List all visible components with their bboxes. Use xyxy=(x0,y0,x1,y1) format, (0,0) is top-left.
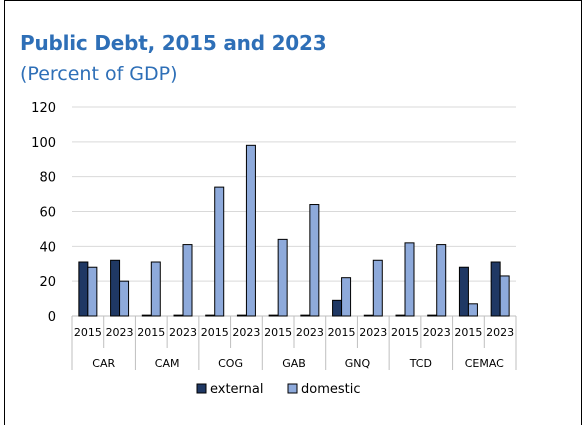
bar-external-CAM-2023 xyxy=(173,314,184,317)
year-tick-label: 2023 xyxy=(423,326,451,339)
bar-external-CEMAC-2015 xyxy=(458,266,469,317)
bar-domestic-GAB-2015 xyxy=(277,238,288,317)
year-tick-label: 2015 xyxy=(264,326,292,339)
bar-domestic-CAM-2023 xyxy=(182,244,193,317)
bar-domestic-TCD-2015 xyxy=(404,242,415,317)
year-tick-label: 2023 xyxy=(359,326,387,339)
bar-external-GNQ-2023 xyxy=(363,314,374,317)
y-tick-label: 60 xyxy=(39,206,56,221)
bar-domestic-GNQ-2023 xyxy=(372,259,383,317)
year-tick-label: 2015 xyxy=(391,326,419,339)
bar-external-TCD-2015 xyxy=(395,314,406,317)
legend-label-external: external xyxy=(210,382,264,397)
y-tick-label: 40 xyxy=(39,240,56,255)
year-tick-label: 2023 xyxy=(106,326,134,339)
bar-external-GAB-2023 xyxy=(300,314,311,317)
group-label-car: CAR xyxy=(92,357,115,370)
bar-external-CAM-2015 xyxy=(141,314,152,317)
bar-external-TCD-2023 xyxy=(427,314,438,317)
group-label-cam: CAM xyxy=(155,357,180,370)
bar-external-GAB-2015 xyxy=(268,314,279,317)
legend-swatch-domestic xyxy=(287,383,298,394)
bar-domestic-COG-2023 xyxy=(245,144,256,317)
chart-frame xyxy=(4,0,582,425)
group-label-cog: COG xyxy=(218,357,243,370)
bar-domestic-GNQ-2015 xyxy=(341,277,352,317)
bar-domestic-TCD-2023 xyxy=(436,244,447,317)
group-label-tcd: TCD xyxy=(409,357,432,370)
group-label-gnq: GNQ xyxy=(345,357,371,370)
bar-external-CAR-2023 xyxy=(110,259,121,317)
bar-domestic-CEMAC-2023 xyxy=(499,275,510,317)
year-tick-label: 2023 xyxy=(232,326,260,339)
chart-subtitle: (Percent of GDP) xyxy=(20,63,178,85)
year-tick-label: 2015 xyxy=(137,326,165,339)
bar-external-COG-2015 xyxy=(205,314,216,317)
year-tick-label: 2015 xyxy=(454,326,482,339)
year-tick-label: 2023 xyxy=(296,326,324,339)
bar-domestic-COG-2015 xyxy=(214,186,225,317)
bar-domestic-CEMAC-2015 xyxy=(467,303,478,317)
frame-top-border xyxy=(4,0,582,1)
bar-external-COG-2023 xyxy=(236,314,247,317)
year-tick-label: 2015 xyxy=(74,326,102,339)
bar-external-CAR-2015 xyxy=(78,261,89,317)
group-label-gab: GAB xyxy=(282,357,306,370)
bar-domestic-CAR-2023 xyxy=(119,280,130,317)
y-tick-label: 20 xyxy=(39,275,56,290)
y-tick-label: 0 xyxy=(48,310,56,325)
y-tick-label: 80 xyxy=(39,171,56,186)
legend-label-domestic: domestic xyxy=(301,382,361,397)
group-label-cemac: CEMAC xyxy=(465,357,504,370)
bar-external-GNQ-2015 xyxy=(332,299,343,317)
y-tick-label: 100 xyxy=(31,136,56,151)
year-tick-label: 2023 xyxy=(486,326,514,339)
bar-domestic-GAB-2023 xyxy=(309,204,320,317)
bar-external-CEMAC-2023 xyxy=(490,261,501,317)
year-tick-label: 2015 xyxy=(201,326,229,339)
year-tick-label: 2023 xyxy=(169,326,197,339)
chart-title: Public Debt, 2015 and 2023 xyxy=(20,31,327,55)
year-tick-label: 2015 xyxy=(328,326,356,339)
bar-domestic-CAM-2015 xyxy=(150,261,161,317)
legend-swatch-external xyxy=(196,383,207,394)
bar-domestic-CAR-2015 xyxy=(87,266,98,317)
y-tick-label: 120 xyxy=(31,101,56,116)
